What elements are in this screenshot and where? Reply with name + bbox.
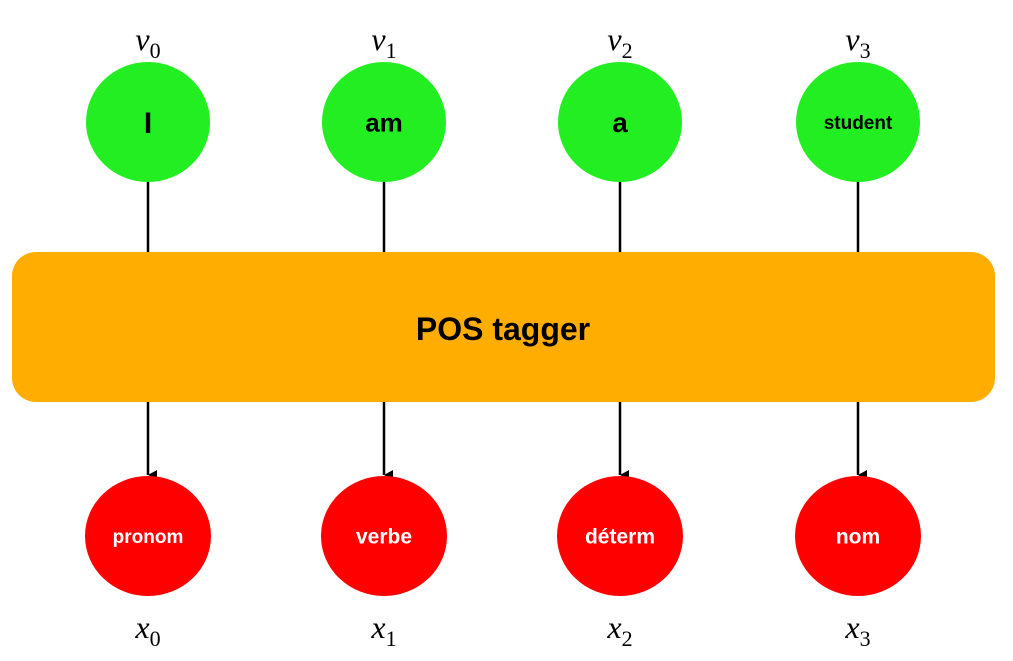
- output-tag-label: nom: [836, 526, 880, 549]
- pos-tagger-box: [12, 252, 995, 402]
- output-tag-label: verbe: [356, 526, 412, 549]
- output-tag-node: [557, 476, 683, 596]
- input-variable-label: v3: [845, 21, 870, 63]
- output-tag-node: [795, 476, 921, 596]
- input-word-label: student: [824, 113, 893, 134]
- input-word-label: am: [365, 107, 403, 137]
- output-variable-label: x0: [134, 609, 160, 651]
- input-word-node: [86, 62, 210, 182]
- output-variable-label: x1: [370, 609, 396, 651]
- output-variable-label: x3: [844, 609, 870, 651]
- input-word-label: a: [612, 107, 628, 138]
- input-word-node: [796, 62, 920, 182]
- output-tag-node: [321, 476, 447, 596]
- input-variable-label: v0: [135, 21, 160, 63]
- input-word-label: I: [144, 107, 152, 140]
- input-word-node: [558, 62, 682, 182]
- input-word-node: [322, 62, 446, 182]
- output-tag-label: déterm: [585, 526, 655, 549]
- input-variable-label: v1: [371, 21, 396, 63]
- output-tag-node: [85, 476, 211, 596]
- pos-tagger-label: POS tagger: [416, 311, 590, 347]
- input-variable-label: v2: [607, 21, 632, 63]
- output-variable-label: x2: [606, 609, 632, 651]
- output-tag-label: pronom: [113, 527, 184, 548]
